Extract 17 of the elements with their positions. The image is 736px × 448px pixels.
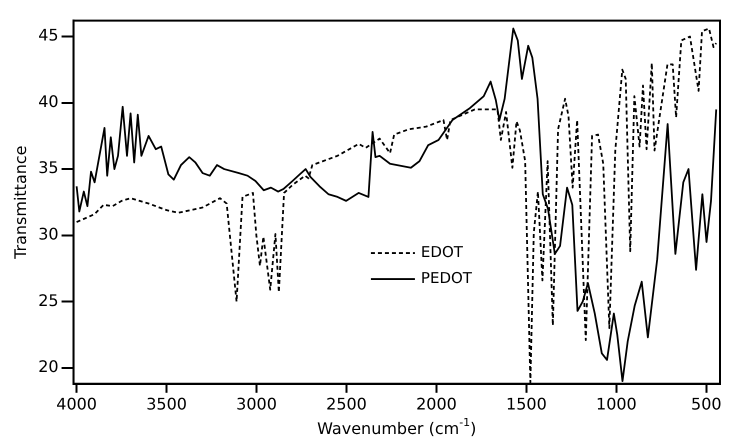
x-tick-label: 2000 xyxy=(416,394,457,414)
y-axis-title: Transmittance xyxy=(10,145,30,260)
y-tick-label: 40 xyxy=(38,92,59,111)
legend-label: EDOT xyxy=(420,242,464,261)
x-tick-label: 3500 xyxy=(146,394,187,414)
y-tick-label: 45 xyxy=(38,26,59,45)
x-tick-label: 3000 xyxy=(236,394,277,414)
y-tick-label: 30 xyxy=(38,224,59,244)
x-tick-label: 1500 xyxy=(506,394,547,414)
y-tick-label: 20 xyxy=(38,357,59,376)
legend-label: PEDOT xyxy=(420,268,473,287)
x-tick-label: 500 xyxy=(691,394,722,414)
x-tick-label: 1000 xyxy=(596,394,637,414)
y-tick-label: 35 xyxy=(38,158,59,178)
y-tick-label: 25 xyxy=(38,290,59,310)
x-tick-label: 2500 xyxy=(326,394,367,414)
x-tick-label: 4000 xyxy=(56,394,97,414)
